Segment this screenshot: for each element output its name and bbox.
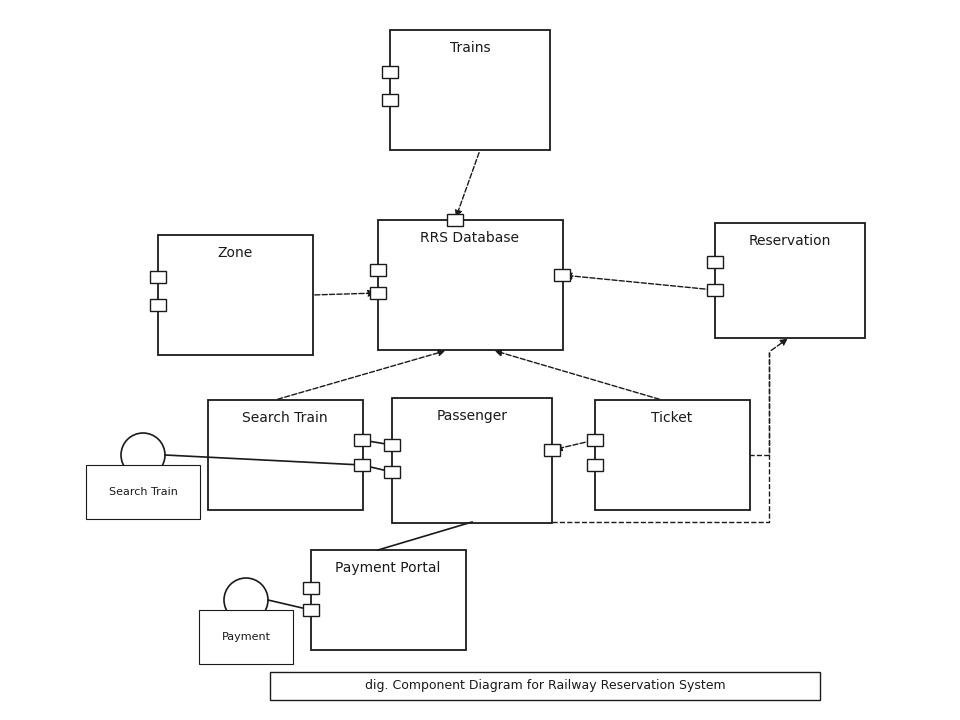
Bar [303, 604, 319, 616]
Bar [390, 30, 550, 150]
Bar [715, 223, 865, 338]
Bar [382, 66, 398, 78]
Text: RRS Database: RRS Database [420, 231, 519, 245]
Text: Zone: Zone [217, 246, 252, 260]
Bar [587, 459, 603, 471]
Text: Trains: Trains [449, 41, 491, 55]
Bar [707, 256, 723, 268]
Bar [447, 214, 463, 226]
Bar [311, 550, 466, 650]
Text: Search Train: Search Train [108, 487, 178, 497]
Bar [370, 264, 386, 276]
Bar [378, 220, 563, 350]
Text: Payment Portal: Payment Portal [335, 561, 441, 575]
Text: Payment: Payment [222, 632, 271, 642]
Bar [270, 672, 820, 700]
Bar [587, 434, 603, 446]
Bar [707, 284, 723, 296]
Bar [384, 439, 400, 451]
Bar [150, 299, 166, 311]
Text: Ticket: Ticket [652, 411, 692, 425]
Text: dig. Component Diagram for Railway Reservation System: dig. Component Diagram for Railway Reser… [365, 680, 726, 693]
Bar [354, 459, 370, 471]
Bar [158, 235, 313, 355]
Bar [382, 94, 398, 106]
Bar [392, 398, 552, 523]
Bar [150, 271, 166, 283]
Text: Search Train: Search Train [242, 411, 327, 425]
Bar [384, 466, 400, 478]
Bar [370, 287, 386, 299]
Bar [595, 400, 750, 510]
Bar [544, 444, 560, 456]
Bar [303, 582, 319, 594]
Bar [208, 400, 363, 510]
Bar [554, 269, 570, 281]
Bar [354, 434, 370, 446]
Text: Reservation: Reservation [749, 234, 831, 248]
Text: Passenger: Passenger [437, 409, 508, 423]
